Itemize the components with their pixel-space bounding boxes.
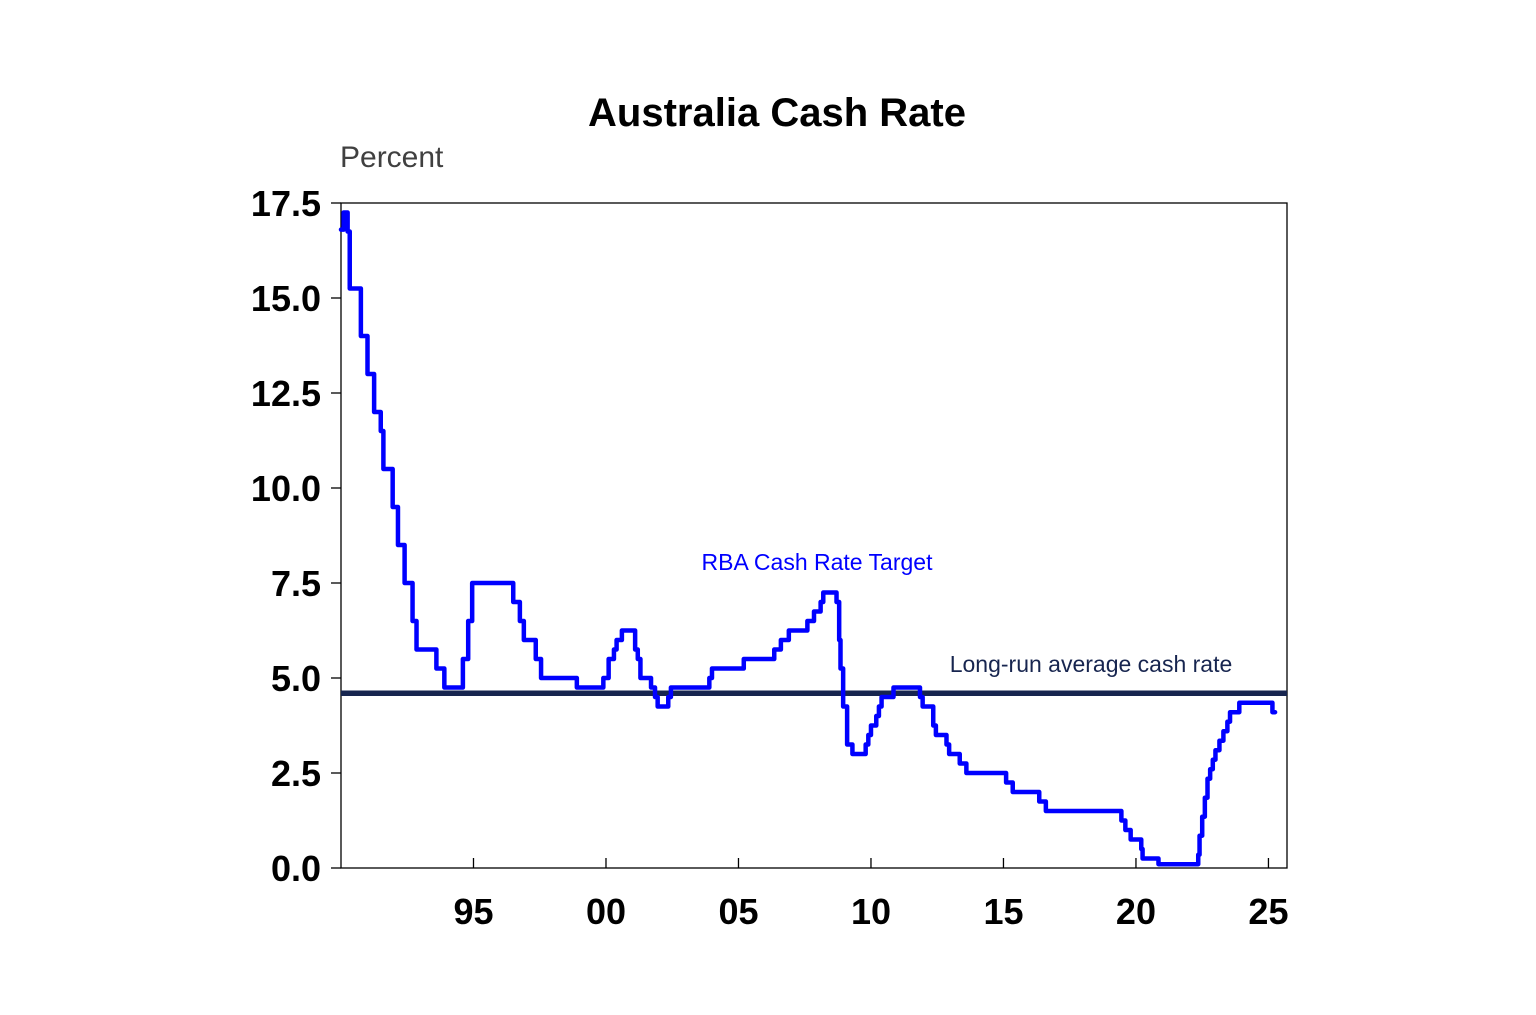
x-tick-label: 10 [851, 891, 891, 932]
x-tick-label: 25 [1248, 891, 1288, 932]
x-axis: 95 00 05 10 15 20 25 [453, 858, 1288, 932]
x-tick-label: 95 [453, 891, 493, 932]
y-tick-label: 12.5 [251, 373, 321, 414]
y-axis: 0.0 2.5 5.0 7.5 10.0 12.5 15.0 17.5 [251, 183, 341, 889]
y-tick-label: 5.0 [271, 658, 321, 699]
y-tick-label: 10.0 [251, 468, 321, 509]
annotation-rba-cash-rate-target: RBA Cash Rate Target [702, 549, 934, 575]
chart-title: Australia Cash Rate [588, 91, 966, 135]
x-tick-label: 00 [586, 891, 626, 932]
series-layer [338, 210, 1287, 867]
y-tick-label: 2.5 [271, 753, 321, 794]
x-tick-label: 20 [1116, 891, 1156, 932]
x-tick-label: 15 [983, 891, 1023, 932]
series-line-rba-cash-rate [338, 210, 1278, 867]
annotation-long-run-average: Long-run average cash rate [950, 651, 1233, 677]
y-tick-label: 15.0 [251, 278, 321, 319]
y-tick-label: 0.0 [271, 848, 321, 889]
x-tick-label: 05 [718, 891, 758, 932]
y-tick-label: 17.5 [251, 183, 321, 224]
y-tick-label: 7.5 [271, 563, 321, 604]
y-axis-label: Percent [340, 141, 444, 174]
plot-area [340, 202, 1288, 869]
